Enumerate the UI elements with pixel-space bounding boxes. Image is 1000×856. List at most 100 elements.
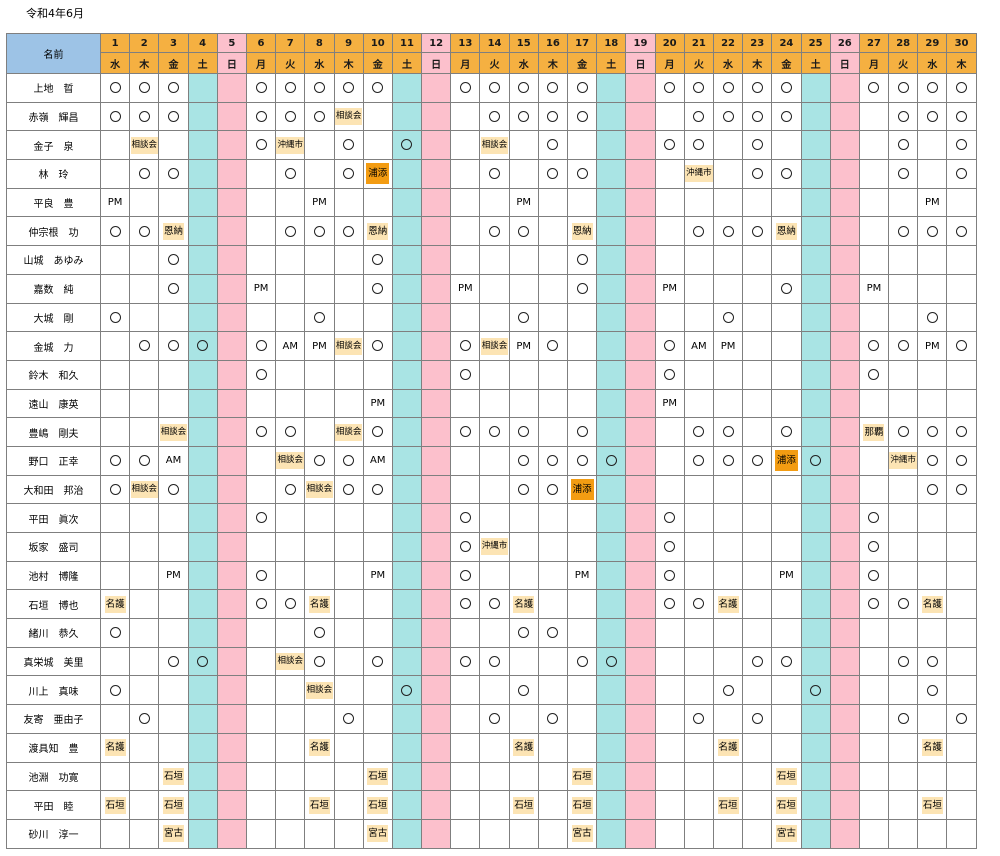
schedule-cell[interactable] bbox=[187, 130, 218, 161]
schedule-cell[interactable] bbox=[858, 675, 890, 706]
schedule-cell[interactable] bbox=[596, 187, 627, 218]
schedule-cell[interactable] bbox=[829, 618, 860, 648]
schedule-cell[interactable] bbox=[99, 503, 131, 533]
schedule-cell[interactable] bbox=[888, 646, 919, 677]
schedule-cell[interactable] bbox=[362, 646, 393, 677]
schedule-cell[interactable] bbox=[829, 445, 860, 476]
schedule-cell[interactable] bbox=[99, 302, 131, 333]
schedule-cell[interactable] bbox=[479, 445, 510, 476]
schedule-cell[interactable] bbox=[421, 589, 452, 620]
schedule-cell[interactable] bbox=[99, 245, 131, 275]
schedule-cell[interactable] bbox=[421, 216, 452, 247]
schedule-cell[interactable]: 相談会 bbox=[129, 130, 160, 161]
schedule-cell[interactable] bbox=[333, 73, 364, 103]
schedule-cell[interactable] bbox=[450, 790, 481, 820]
schedule-cell[interactable] bbox=[129, 675, 160, 706]
schedule-cell[interactable] bbox=[421, 474, 452, 505]
schedule-cell[interactable] bbox=[421, 302, 452, 333]
schedule-cell[interactable] bbox=[771, 130, 802, 161]
schedule-cell[interactable] bbox=[275, 761, 306, 792]
schedule-cell[interactable] bbox=[537, 273, 569, 304]
schedule-cell[interactable] bbox=[771, 618, 802, 648]
schedule-cell[interactable] bbox=[683, 589, 714, 620]
schedule-cell[interactable] bbox=[712, 474, 744, 505]
schedule-cell[interactable] bbox=[625, 417, 656, 447]
schedule-cell[interactable] bbox=[304, 618, 335, 648]
schedule-cell[interactable] bbox=[99, 417, 131, 447]
schedule-cell[interactable] bbox=[858, 560, 890, 591]
schedule-cell[interactable] bbox=[508, 618, 539, 648]
schedule-cell[interactable] bbox=[712, 532, 744, 562]
schedule-cell[interactable]: 石垣 bbox=[304, 790, 335, 820]
schedule-cell[interactable]: 石垣 bbox=[362, 790, 393, 820]
schedule-cell[interactable] bbox=[245, 732, 277, 763]
schedule-cell[interactable] bbox=[216, 704, 247, 734]
schedule-cell[interactable] bbox=[537, 790, 569, 820]
schedule-cell[interactable] bbox=[596, 273, 627, 304]
schedule-cell[interactable]: 名護 bbox=[917, 732, 948, 763]
schedule-cell[interactable] bbox=[479, 589, 510, 620]
schedule-cell[interactable] bbox=[712, 503, 744, 533]
schedule-cell[interactable] bbox=[479, 187, 510, 218]
schedule-cell[interactable] bbox=[712, 187, 744, 218]
schedule-cell[interactable] bbox=[858, 732, 890, 763]
schedule-cell[interactable] bbox=[245, 302, 277, 333]
schedule-cell[interactable] bbox=[508, 675, 539, 706]
schedule-cell[interactable]: 名護 bbox=[712, 589, 744, 620]
schedule-cell[interactable] bbox=[858, 704, 890, 734]
schedule-cell[interactable] bbox=[275, 704, 306, 734]
schedule-cell[interactable]: AM bbox=[683, 331, 714, 361]
schedule-cell[interactable] bbox=[187, 101, 218, 132]
schedule-cell[interactable] bbox=[333, 359, 364, 390]
schedule-cell[interactable] bbox=[158, 704, 189, 734]
schedule-cell[interactable] bbox=[99, 560, 131, 591]
schedule-cell[interactable] bbox=[508, 560, 539, 591]
schedule-cell[interactable] bbox=[129, 101, 160, 132]
schedule-cell[interactable] bbox=[245, 101, 277, 132]
schedule-cell[interactable] bbox=[771, 532, 802, 562]
schedule-cell[interactable] bbox=[391, 245, 423, 275]
schedule-cell[interactable] bbox=[450, 245, 481, 275]
schedule-cell[interactable] bbox=[304, 818, 335, 849]
schedule-cell[interactable]: 相談会 bbox=[129, 474, 160, 505]
schedule-cell[interactable] bbox=[625, 101, 656, 132]
schedule-cell[interactable] bbox=[946, 503, 977, 533]
schedule-cell[interactable] bbox=[362, 474, 393, 505]
schedule-cell[interactable] bbox=[683, 704, 714, 734]
schedule-cell[interactable] bbox=[771, 302, 802, 333]
schedule-cell[interactable] bbox=[829, 216, 860, 247]
schedule-cell[interactable] bbox=[479, 73, 510, 103]
schedule-cell[interactable] bbox=[596, 675, 627, 706]
schedule-cell[interactable] bbox=[888, 130, 919, 161]
schedule-cell[interactable] bbox=[216, 388, 247, 419]
schedule-cell[interactable] bbox=[858, 445, 890, 476]
schedule-cell[interactable] bbox=[771, 331, 802, 361]
schedule-cell[interactable] bbox=[421, 245, 452, 275]
schedule-cell[interactable] bbox=[479, 388, 510, 419]
schedule-cell[interactable] bbox=[917, 216, 948, 247]
schedule-cell[interactable] bbox=[158, 532, 189, 562]
schedule-cell[interactable] bbox=[537, 359, 569, 390]
schedule-cell[interactable] bbox=[537, 704, 569, 734]
schedule-cell[interactable]: 沖縄市 bbox=[275, 130, 306, 161]
schedule-cell[interactable] bbox=[391, 130, 423, 161]
schedule-cell[interactable] bbox=[829, 388, 860, 419]
schedule-cell[interactable] bbox=[537, 216, 569, 247]
schedule-cell[interactable] bbox=[158, 589, 189, 620]
schedule-cell[interactable] bbox=[508, 216, 539, 247]
schedule-cell[interactable] bbox=[888, 589, 919, 620]
schedule-cell[interactable] bbox=[216, 560, 247, 591]
schedule-cell[interactable] bbox=[304, 646, 335, 677]
schedule-cell[interactable] bbox=[800, 388, 831, 419]
schedule-cell[interactable] bbox=[625, 589, 656, 620]
schedule-cell[interactable] bbox=[245, 159, 277, 189]
schedule-cell[interactable] bbox=[654, 503, 685, 533]
schedule-cell[interactable] bbox=[479, 474, 510, 505]
schedule-cell[interactable] bbox=[596, 503, 627, 533]
schedule-cell[interactable]: 浦添 bbox=[566, 474, 598, 505]
schedule-cell[interactable] bbox=[858, 761, 890, 792]
schedule-cell[interactable] bbox=[304, 359, 335, 390]
schedule-cell[interactable] bbox=[216, 675, 247, 706]
schedule-cell[interactable] bbox=[566, 675, 598, 706]
schedule-cell[interactable] bbox=[800, 618, 831, 648]
